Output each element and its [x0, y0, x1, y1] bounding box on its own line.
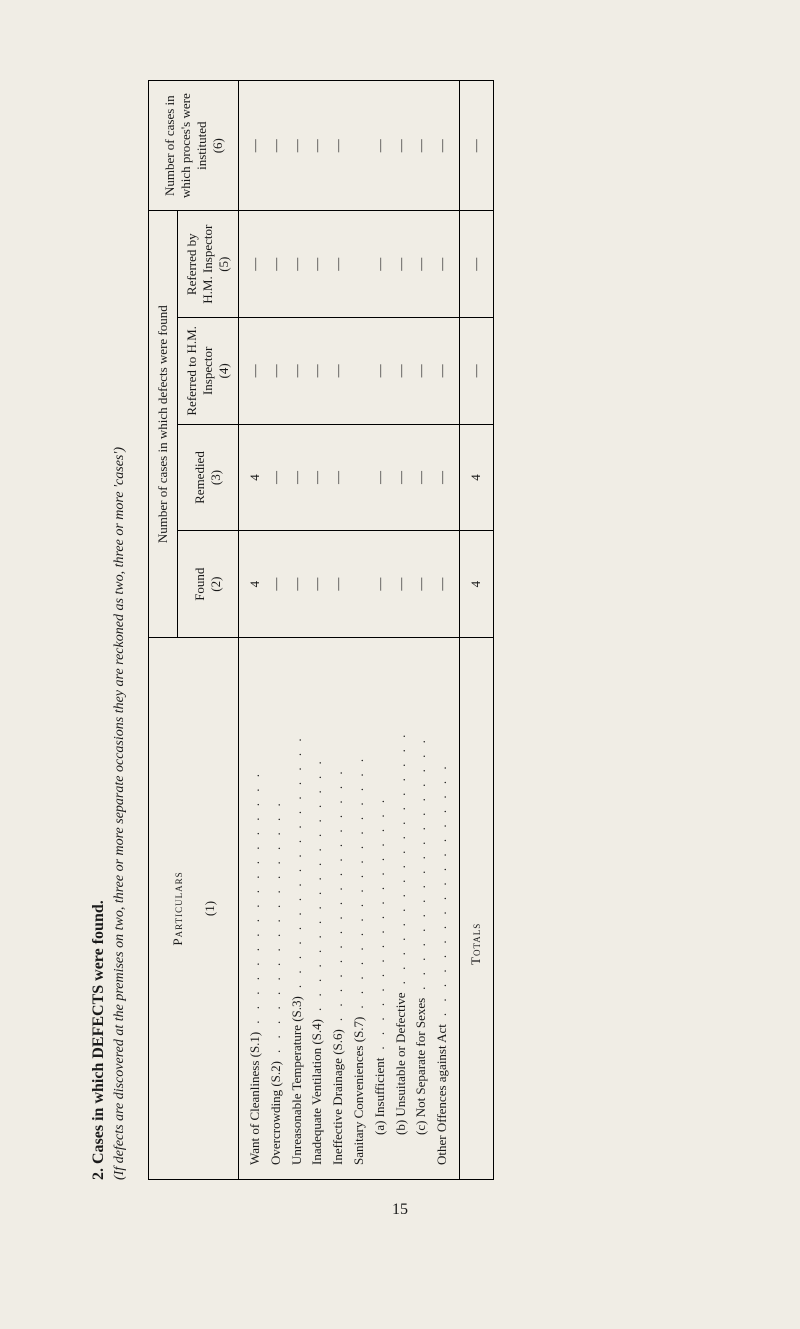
section-title: 2. Cases in which DEFECTS were found.	[90, 80, 108, 1180]
table-body: Want of Cleanliness (S.1). . . . . . . .…	[239, 81, 494, 1180]
totals-remedied: 4	[459, 424, 493, 531]
totals-ref-to: —	[459, 318, 493, 425]
remedied-cell: 4———— ————	[239, 424, 460, 531]
found-cell: 4———— ————	[239, 531, 460, 638]
col5-header: Referred by H.M. Inspector (5)	[178, 211, 239, 318]
rotated-content: 2. Cases in which DEFECTS were found. (I…	[90, 80, 710, 1180]
defects-table: Particulars (1) Number of cases in which…	[148, 80, 494, 1180]
totals-row: Totals44———	[459, 81, 493, 1180]
col6-header: Number of cases in which proces's were i…	[149, 81, 239, 211]
particulars-cell: Want of Cleanliness (S.1). . . . . . . .…	[239, 638, 460, 1180]
ref-to-cell: ————— ————	[239, 318, 460, 425]
totals-instituted: —	[459, 81, 493, 211]
totals-found: 4	[459, 531, 493, 638]
totals-ref-by: —	[459, 211, 493, 318]
page-container: 2. Cases in which DEFECTS were found. (I…	[90, 80, 710, 1249]
table-header: Particulars (1) Number of cases in which…	[149, 81, 239, 1180]
page-number: 15	[392, 1201, 408, 1219]
section-subtitle: (If defects are discovered at the premis…	[112, 80, 128, 1180]
col3-header: Remedied (3)	[178, 424, 239, 531]
particulars-header: Particulars (1)	[149, 638, 239, 1180]
totals-label-cell: Totals	[459, 638, 493, 1180]
main-group-header: Number of cases in which defects were fo…	[149, 211, 178, 638]
table-row: Want of Cleanliness (S.1). . . . . . . .…	[239, 81, 460, 1180]
col2-header: Found (2)	[178, 531, 239, 638]
ref-by-cell: ————— ————	[239, 211, 460, 318]
col4-header: Referred to H.M. Inspector (4)	[178, 318, 239, 425]
instituted-cell: ————— ————	[239, 81, 460, 211]
